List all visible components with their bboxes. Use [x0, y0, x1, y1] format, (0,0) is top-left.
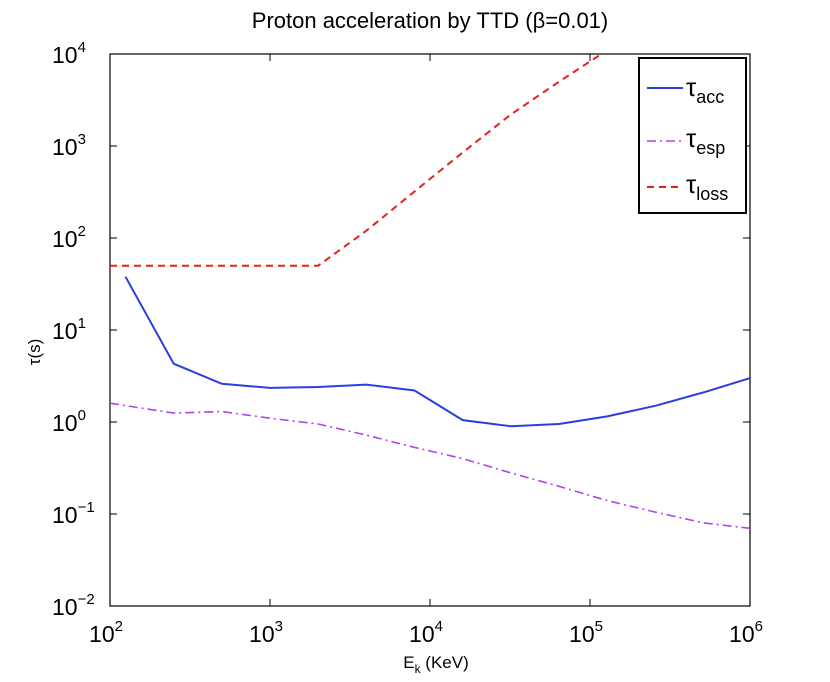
y-tick-label: 100 — [52, 407, 86, 436]
y-tick-label: 101 — [52, 315, 86, 344]
series-line-tau-esp — [110, 402, 750, 530]
x-tick-label: 106 — [729, 618, 763, 647]
x-tick-label: 105 — [569, 618, 603, 647]
x-axis-label: Ek (KeV) — [403, 653, 469, 676]
legend-entry-tau-loss: τloss — [686, 169, 728, 204]
y-tick-label: 103 — [52, 131, 86, 160]
y-tick-label: 10−1 — [52, 499, 95, 528]
legend-entry-tau-esp: τesp — [686, 123, 725, 158]
x-tick-label: 103 — [249, 618, 283, 647]
y-tick-label: 10−2 — [52, 591, 95, 620]
y-tick-label: 104 — [52, 39, 86, 68]
axis-tick-labels: 102 103 104 105 106 10−2 10−1 100 101 102 103 104 — [52, 39, 763, 647]
axis-ticks — [109, 53, 751, 607]
series-line-tau-loss — [110, 54, 604, 267]
y-axis-label: τ(s) — [25, 339, 44, 366]
x-tick-label: 104 — [409, 618, 443, 647]
legend: τacc τesp τloss — [638, 57, 747, 214]
series-line-tau-acc — [124, 276, 750, 428]
legend-box — [638, 57, 747, 214]
y-tick-label: 102 — [52, 223, 86, 252]
x-tick-label: 102 — [89, 618, 123, 647]
legend-entry-tau-acc: τacc — [686, 72, 724, 107]
chart-title: Proton acceleration by TTD (β=0.01) — [252, 8, 608, 33]
